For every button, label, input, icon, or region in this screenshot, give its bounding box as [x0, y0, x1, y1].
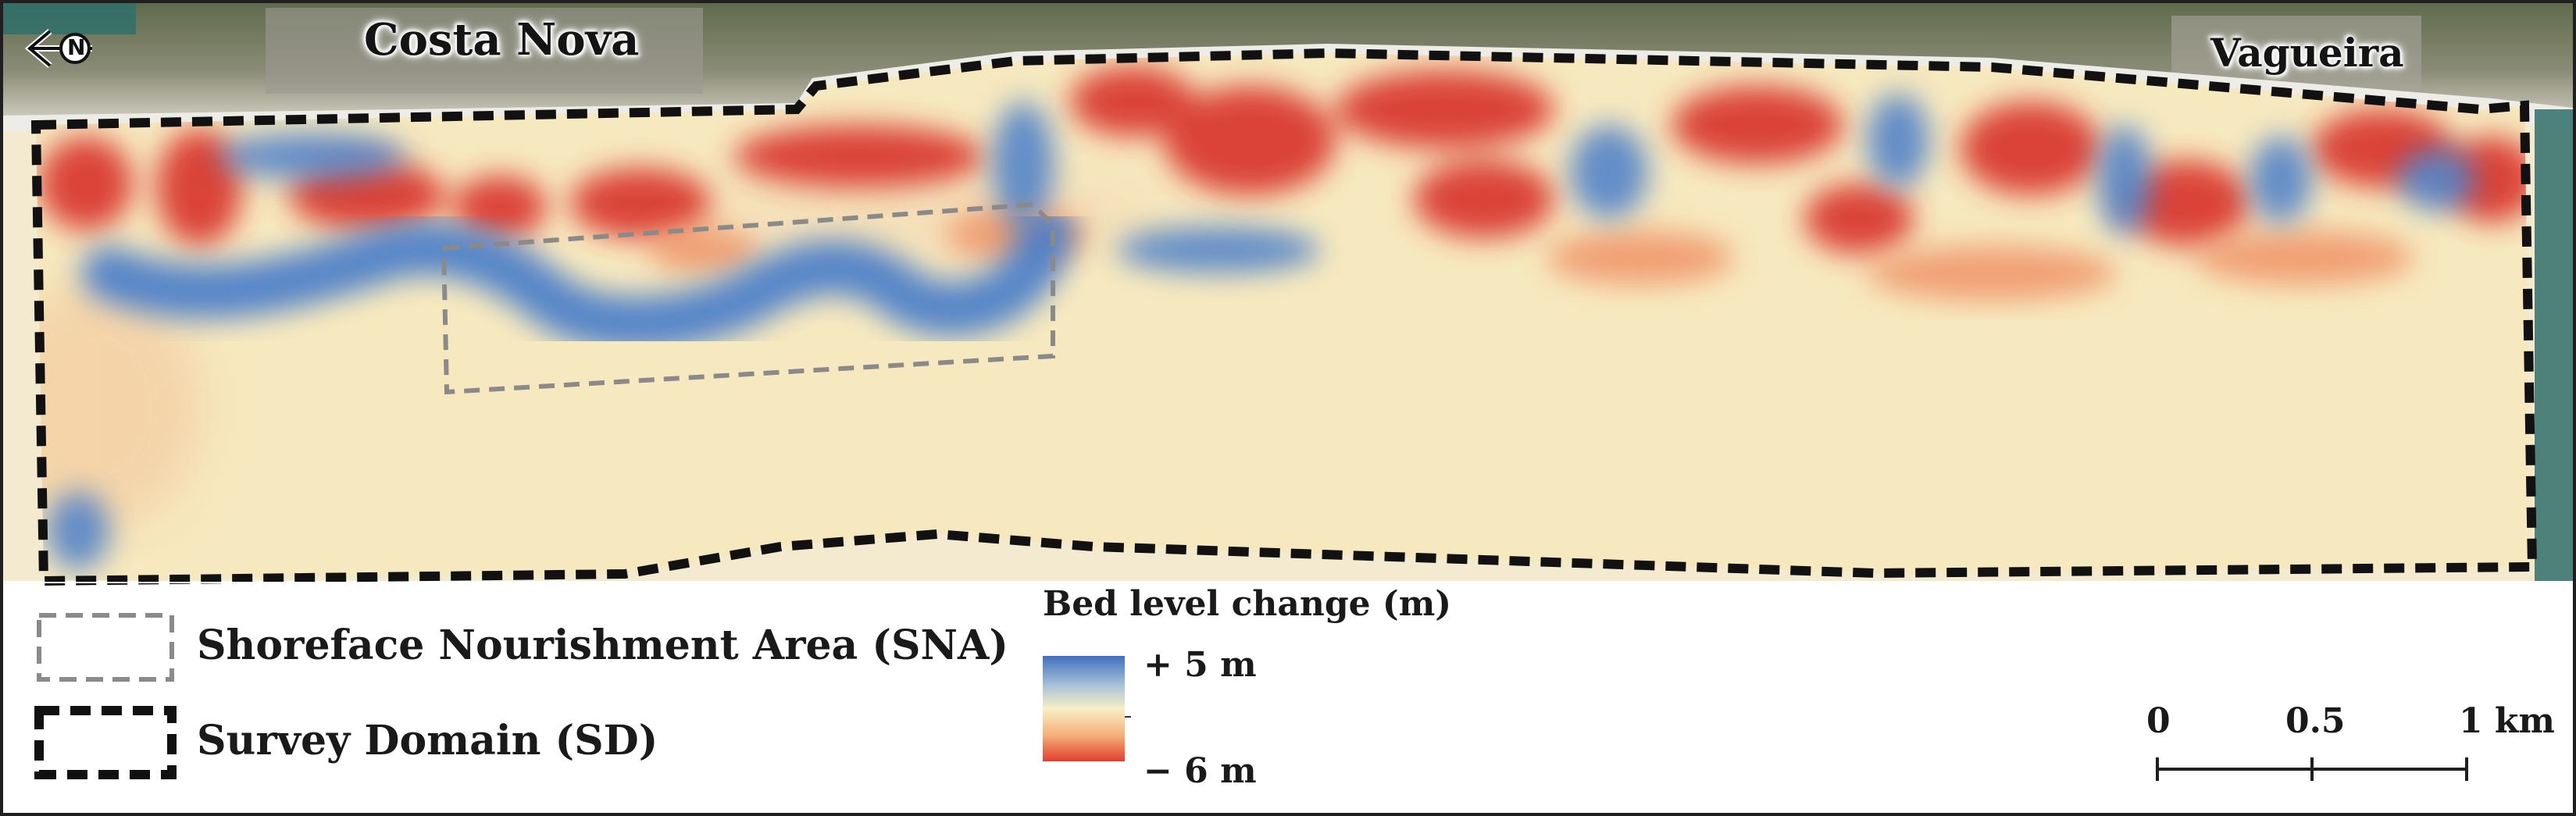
colorbar-title: Bed level change (m) [1043, 584, 1452, 624]
north-arrow-icon [24, 28, 92, 69]
scale-bar [2156, 757, 2468, 781]
north-arrow-letter: N [67, 34, 86, 60]
survey-domain-polygon [30, 48, 2538, 586]
sna-legend-symbol [37, 613, 174, 682]
colorbar-min-label: − 6 m [1144, 751, 1257, 791]
legend-sd-label: Survey Domain (SD) [197, 717, 658, 764]
legend-sna-label: Shoreface Nourishment Area (SNA) [197, 622, 1008, 669]
place-label-costa-nova: Costa Nova [364, 14, 640, 66]
sd-legend-symbol [34, 706, 177, 779]
scale-tick-0: 0 [2146, 701, 2171, 741]
bed-level-change-field [36, 53, 2532, 581]
colorbar [1043, 656, 1125, 761]
scale-tick-0-5: 0.5 [2285, 701, 2346, 741]
sna-polygon [441, 201, 1055, 395]
scale-tick-1km: 1 km [2459, 701, 2555, 741]
place-label-vagueira: Vagueira [2210, 30, 2404, 76]
colorbar-max-label: + 5 m [1144, 645, 1257, 685]
